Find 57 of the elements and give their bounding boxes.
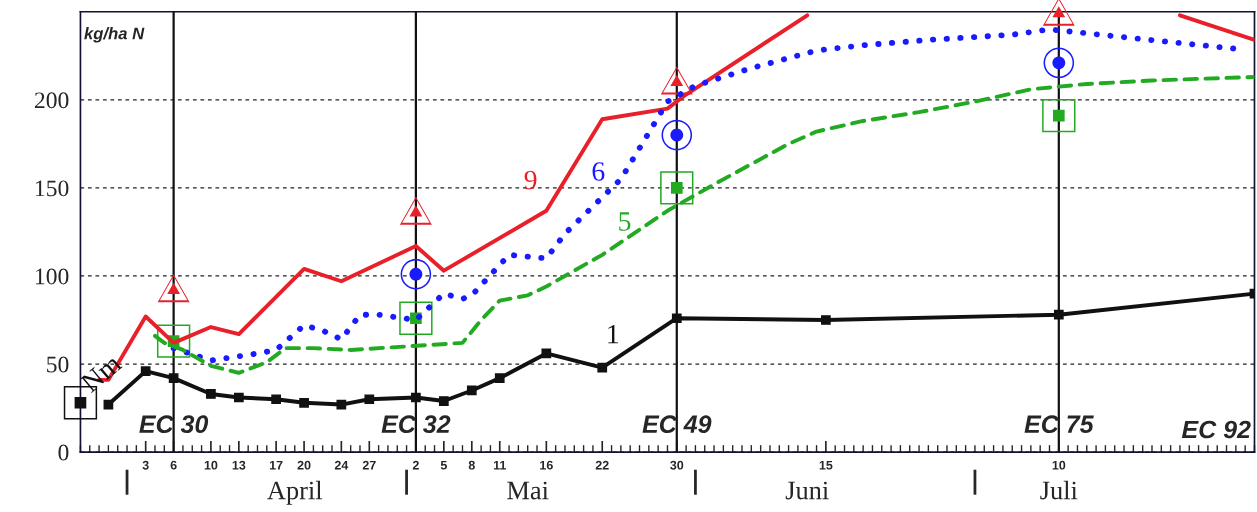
point: [671, 313, 682, 324]
x-tick-label: 10: [1052, 460, 1066, 470]
point: [438, 396, 449, 406]
text: Nm: [79, 353, 123, 393]
point: [336, 399, 347, 410]
x-tick-label: 5: [440, 460, 447, 470]
series-label: 9: [524, 170, 537, 190]
x-tick-label: 6: [170, 460, 177, 470]
point: [1053, 309, 1064, 320]
series-label: 1: [608, 324, 619, 344]
point: [168, 373, 179, 383]
point: [466, 385, 477, 396]
y-tick-label: 100: [36, 268, 69, 285]
x-tick-label: 10: [204, 460, 218, 470]
point: [399, 196, 432, 225]
point: [299, 397, 309, 408]
x-tick-label: 30: [670, 460, 684, 470]
x-tick-label: 27: [362, 460, 376, 470]
x2-tick-label: Juli: [1040, 480, 1078, 500]
x-tick-label: 24: [334, 460, 349, 470]
x-tick-label: 20: [297, 460, 311, 470]
x-tick-label: 17: [269, 460, 283, 470]
point: [140, 366, 151, 376]
y-tick-label: 200: [34, 92, 69, 109]
line-series: [153, 74, 1255, 375]
point: [494, 373, 505, 383]
point: [1043, 47, 1075, 79]
point: [206, 389, 216, 399]
series-label: 5: [619, 212, 631, 231]
x-tick-label: 11: [493, 460, 507, 470]
annotation: EC 92: [1181, 420, 1251, 439]
x2-tick-label: April: [267, 480, 323, 505]
point: [821, 315, 831, 325]
x-tick-label: 16: [540, 460, 553, 470]
point: [157, 274, 190, 303]
series-label: 6: [592, 162, 605, 181]
y-tick-label: 0: [58, 444, 69, 461]
y-tick-label: 150: [36, 180, 69, 197]
x-tick-label: 8: [468, 460, 475, 470]
x-tick-label: 2: [412, 460, 419, 470]
y-axis-title: kg/ha N: [84, 27, 145, 43]
point: [233, 392, 244, 403]
point: [364, 394, 375, 405]
x-tick-label: 13: [232, 460, 246, 470]
point: [541, 348, 552, 359]
point: [661, 119, 693, 151]
point: [400, 258, 432, 290]
point: [597, 362, 608, 373]
point: [271, 394, 281, 405]
point: [1042, 0, 1075, 26]
x-tick-label: 15: [819, 460, 833, 470]
point: [411, 392, 421, 403]
y-tick-label: 50: [47, 356, 69, 373]
x2-tick-label: Juni: [785, 481, 829, 500]
x2-tick-label: Mai: [507, 481, 549, 500]
x-tick-label: 22: [595, 460, 609, 470]
x-tick-label: 3: [142, 460, 149, 470]
